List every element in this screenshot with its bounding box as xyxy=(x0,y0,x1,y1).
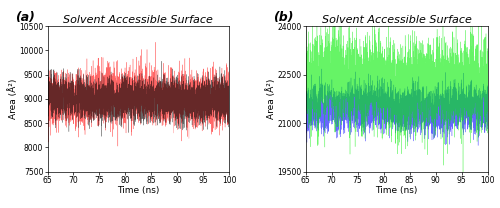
Y-axis label: Area (Å²): Area (Å²) xyxy=(266,79,276,119)
Text: (a): (a) xyxy=(15,11,34,24)
Text: (b): (b) xyxy=(273,11,293,24)
Y-axis label: Area (Å²): Area (Å²) xyxy=(8,79,18,119)
Title: Solvent Accessible Surface: Solvent Accessible Surface xyxy=(64,15,214,25)
X-axis label: Time (ns): Time (ns) xyxy=(117,186,160,195)
X-axis label: Time (ns): Time (ns) xyxy=(376,186,418,195)
Title: Solvent Accessible Surface: Solvent Accessible Surface xyxy=(322,15,472,25)
